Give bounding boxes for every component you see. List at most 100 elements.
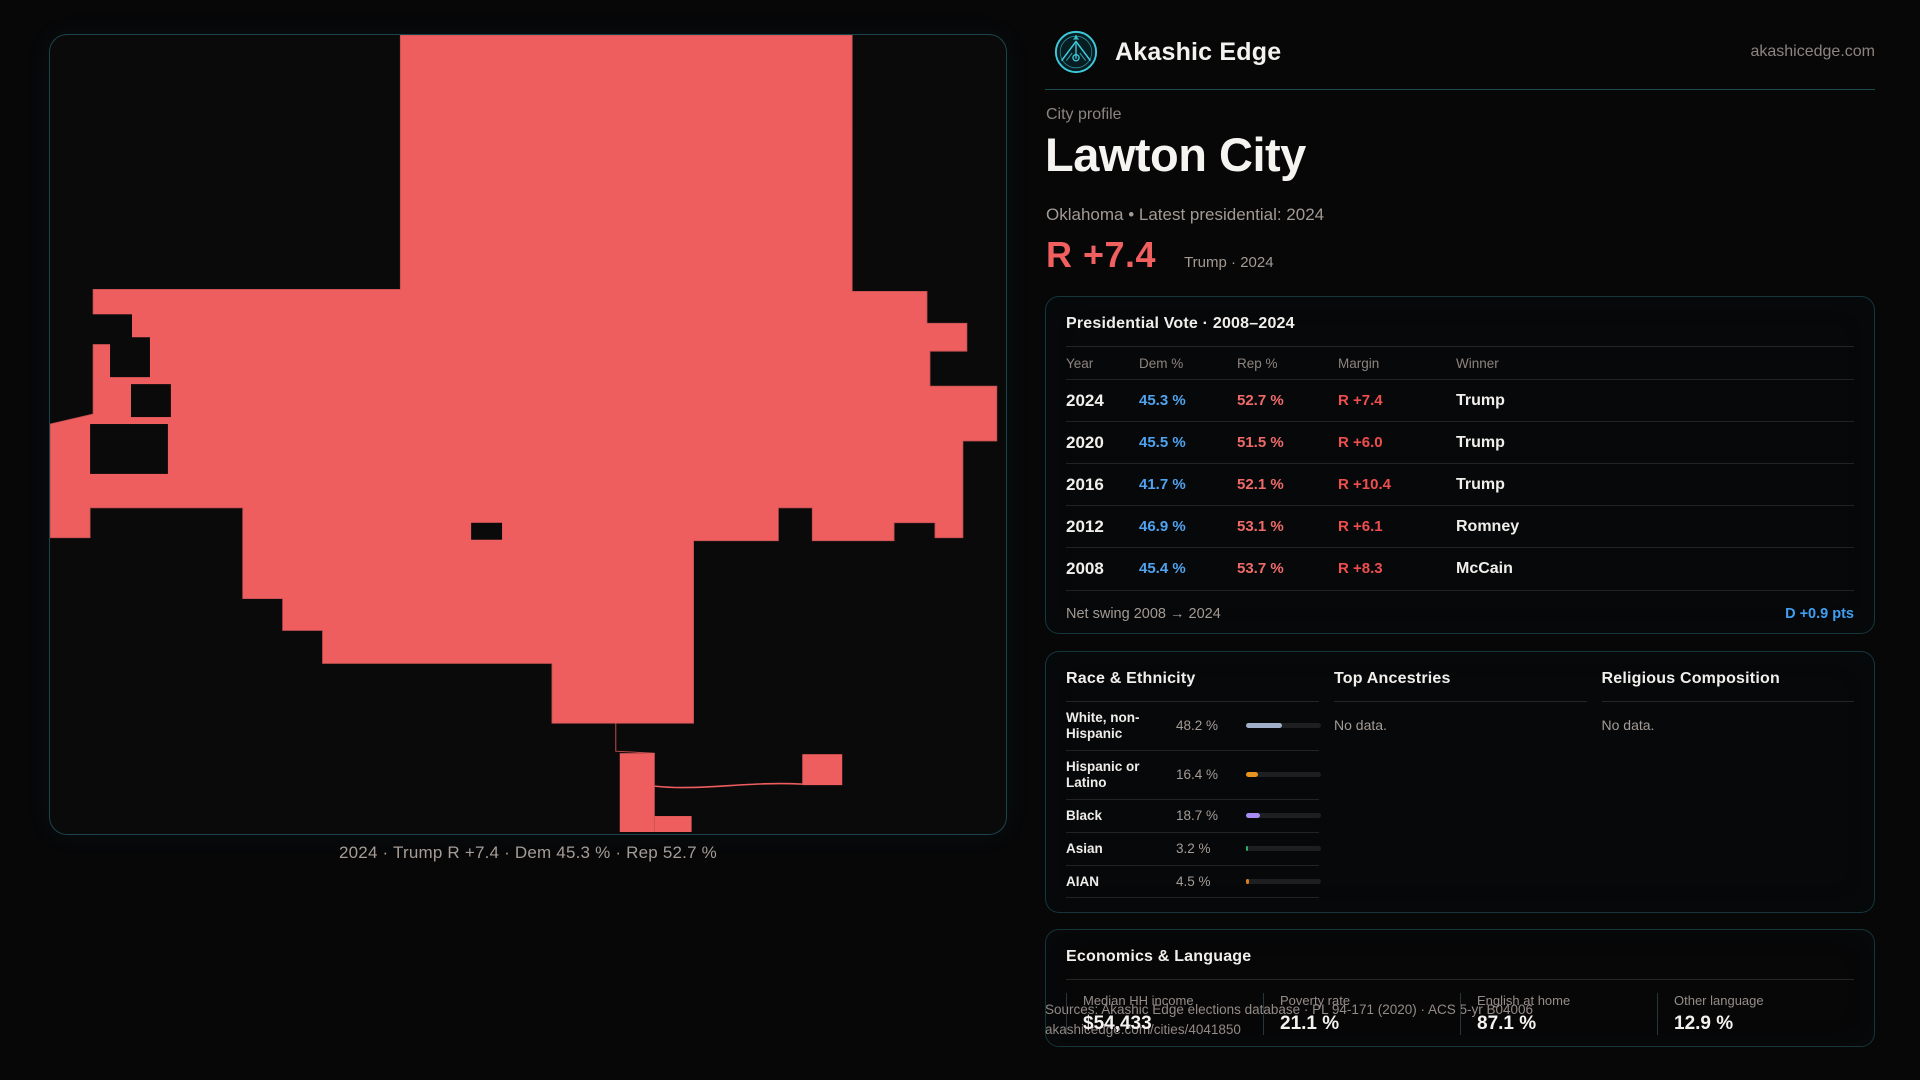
brand-header: Akashic Edge akashicedge.com: [1045, 27, 1875, 77]
race-row: Hispanic or Latino 16.4 %: [1066, 751, 1321, 800]
race-bar: [1246, 878, 1321, 884]
col-header-dem: Dem %: [1139, 355, 1184, 371]
stat-value: 12.9 %: [1674, 1013, 1734, 1034]
stat-median-income: Median HH income $54,433: [1066, 993, 1263, 1035]
table-row: 2016 41.7 % 52.1 % R +10.4 Trump: [1066, 463, 1854, 505]
cell-winner: Trump: [1456, 433, 1505, 451]
top-ancestries-section: Top Ancestries No data.: [1334, 670, 1587, 894]
city-shape: [50, 35, 998, 724]
stat-label: Median HH income: [1083, 993, 1194, 1008]
stat-poverty-rate: Poverty rate 21.1 %: [1263, 993, 1460, 1035]
cell-year: 2008: [1066, 558, 1104, 578]
cell-rep: 53.1 %: [1237, 518, 1284, 535]
presidential-vote-title: Presidential Vote · 2008–2024: [1066, 315, 1295, 332]
table-row: 2008 45.4 % 53.7 % R +8.3 McCain: [1066, 547, 1854, 589]
race-bar: [1246, 772, 1321, 778]
stat-value: $54,433: [1083, 1013, 1152, 1034]
page-subtitle: Oklahoma • Latest presidential: 2024: [1046, 205, 1325, 224]
race-row: Black 18.7 %: [1066, 800, 1321, 833]
race-label: White, non-Hispanic: [1066, 710, 1140, 741]
page-eyebrow: City profile: [1046, 106, 1122, 123]
cell-rep: 51.5 %: [1237, 434, 1284, 451]
economics-title: Economics & Language: [1066, 948, 1252, 965]
profile-panel: Akashic Edge akashicedge.com City profil…: [1045, 0, 1875, 1080]
religious-composition-title: Religious Composition: [1601, 670, 1780, 687]
brand-name: Akashic Edge: [1115, 37, 1282, 66]
race-label: Asian: [1066, 840, 1103, 856]
city-map-panel: [49, 34, 1007, 835]
cell-winner: McCain: [1456, 559, 1513, 577]
race-ethnicity-section: Race & Ethnicity White, non-Hispanic 48.…: [1066, 670, 1321, 899]
cell-winner: Trump: [1456, 475, 1505, 493]
economics-stats: Median HH income $54,433 Poverty rate 21…: [1066, 993, 1854, 1035]
economics-card: Economics & Language Median HH income $5…: [1045, 929, 1875, 1047]
col-header-margin: Margin: [1338, 355, 1380, 371]
table-row: 2012 46.9 % 53.1 % R +6.1 Romney: [1066, 505, 1854, 547]
brand-domain-link[interactable]: akashicedge.com: [1750, 43, 1875, 60]
race-row: AIAN 4.5 %: [1066, 866, 1321, 899]
cell-winner: Romney: [1456, 517, 1520, 535]
map-caption: 2024 · Trump R +7.4 · Dem 45.3 % · Rep 5…: [339, 843, 717, 862]
stat-label: English at home: [1477, 993, 1571, 1008]
net-swing-row: Net swing 2008 → 2024 D +0.9 pts: [1066, 590, 1854, 622]
cell-rep: 53.7 %: [1237, 560, 1284, 577]
religious-composition-empty: No data.: [1601, 717, 1655, 733]
net-swing-value: D +0.9 pts: [1785, 606, 1854, 622]
cell-rep: 52.7 %: [1237, 392, 1284, 409]
cell-dem: 45.4 %: [1139, 560, 1186, 577]
stat-other-language: Other language 12.9 %: [1657, 993, 1854, 1035]
presidential-vote-card: Presidential Vote · 2008–2024 Year Dem %…: [1045, 296, 1875, 634]
race-bar: [1246, 813, 1321, 819]
margin-caption: Trump · 2024: [1184, 254, 1274, 271]
top-ancestries-empty: No data.: [1334, 717, 1387, 733]
race-value: 18.7 %: [1176, 808, 1219, 824]
cell-margin: R +10.4: [1338, 476, 1391, 493]
cell-year: 2020: [1066, 432, 1104, 452]
divider: [1334, 701, 1587, 702]
net-swing-label: Net swing 2008 → 2024: [1066, 606, 1221, 622]
top-ancestries-title: Top Ancestries: [1334, 670, 1451, 687]
race-row: White, non-Hispanic 48.2 %: [1066, 702, 1321, 751]
col-header-rep: Rep %: [1237, 355, 1278, 371]
race-value: 4.5 %: [1176, 873, 1211, 889]
divider: [1601, 701, 1854, 702]
race-value: 3.2 %: [1176, 841, 1211, 857]
cell-year: 2016: [1066, 474, 1104, 494]
race-bar: [1246, 723, 1321, 729]
col-header-winner: Winner: [1456, 355, 1499, 371]
cell-dem: 46.9 %: [1139, 518, 1186, 535]
akashic-edge-logo-icon: [1054, 30, 1098, 74]
stat-english-at-home: English at home 87.1 %: [1460, 993, 1657, 1035]
religious-composition-section: Religious Composition No data.: [1601, 670, 1854, 894]
demographics-card: Race & Ethnicity White, non-Hispanic 48.…: [1045, 651, 1875, 913]
race-bar: [1246, 846, 1321, 852]
divider: [1066, 346, 1854, 347]
table-header-row: Year Dem % Rep % Margin Winner: [1066, 347, 1854, 379]
map-holes: [88, 314, 503, 540]
city-map: [50, 35, 998, 833]
cell-margin: R +7.4: [1338, 392, 1383, 409]
race-label: AIAN: [1066, 873, 1099, 889]
cell-margin: R +8.3: [1338, 560, 1383, 577]
table-row: 2024 45.3 % 52.7 % R +7.4 Trump: [1066, 379, 1854, 421]
cell-rep: 52.1 %: [1237, 476, 1284, 493]
race-value: 16.4 %: [1176, 767, 1219, 783]
cell-year: 2024: [1066, 390, 1104, 410]
divider: [1066, 701, 1319, 702]
stat-label: Poverty rate: [1280, 993, 1351, 1008]
cell-dem: 45.5 %: [1139, 434, 1186, 451]
race-ethnicity-title: Race & Ethnicity: [1066, 670, 1196, 687]
stat-value: 21.1 %: [1280, 1013, 1340, 1034]
race-row: Asian 3.2 %: [1066, 833, 1321, 866]
cell-year: 2012: [1066, 516, 1104, 536]
cell-dem: 41.7 %: [1139, 476, 1186, 493]
cell-margin: R +6.1: [1338, 518, 1383, 535]
stat-value: 87.1 %: [1477, 1013, 1537, 1034]
map-south-fragments: [615, 723, 843, 833]
cell-margin: R +6.0: [1338, 434, 1383, 451]
race-value: 48.2 %: [1176, 718, 1219, 734]
stat-label: Other language: [1674, 993, 1764, 1008]
header-divider: [1045, 89, 1875, 90]
headline-margin: R +7.4 Trump · 2024: [1046, 234, 1274, 276]
race-label: Black: [1066, 807, 1103, 823]
